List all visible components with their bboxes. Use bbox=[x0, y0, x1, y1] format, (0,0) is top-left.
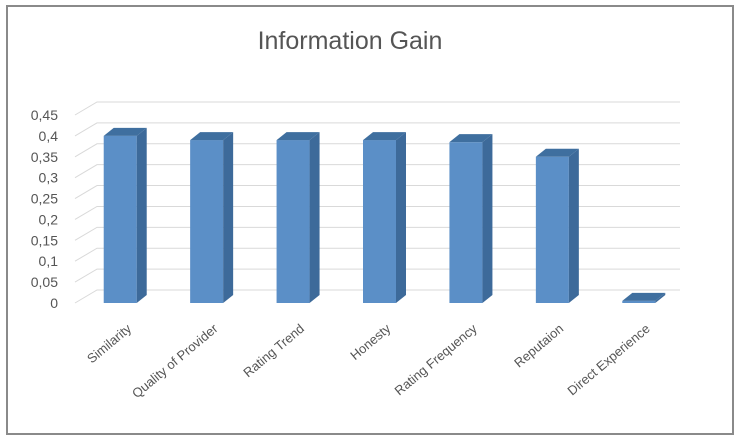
x-category-label: Direct Experience bbox=[564, 321, 652, 398]
y-tick-label: 0,05 bbox=[31, 274, 58, 290]
y-tick-label: 0,25 bbox=[31, 191, 58, 207]
bar bbox=[449, 134, 493, 303]
bar bbox=[535, 148, 579, 303]
x-category-label: Honesty bbox=[347, 320, 394, 362]
bar bbox=[622, 292, 666, 303]
x-category-label: Quality of Provider bbox=[129, 320, 221, 401]
y-tick-label: 0,45 bbox=[31, 107, 58, 123]
gridline bbox=[74, 122, 680, 137]
gridline bbox=[74, 101, 680, 116]
bar bbox=[363, 132, 406, 303]
x-category-label: Reputaion bbox=[511, 321, 566, 371]
y-tick-label: 0,1 bbox=[39, 253, 59, 269]
chart-title: Information Gain bbox=[257, 27, 443, 55]
y-tick-label: 0,4 bbox=[39, 128, 59, 144]
y-tick-label: 0,15 bbox=[31, 232, 58, 248]
bar bbox=[190, 132, 234, 303]
bar bbox=[276, 132, 320, 303]
y-tick-label: 0 bbox=[50, 295, 58, 311]
x-category-label: Rating Frequency bbox=[392, 320, 481, 398]
x-category-label: Similarity bbox=[84, 320, 134, 366]
y-tick-label: 0,2 bbox=[39, 211, 59, 227]
y-tick-label: 0,35 bbox=[31, 149, 58, 165]
bar bbox=[103, 127, 147, 303]
y-tick-label: 0,3 bbox=[39, 170, 59, 186]
x-category-label: Rating Trend bbox=[240, 321, 307, 380]
